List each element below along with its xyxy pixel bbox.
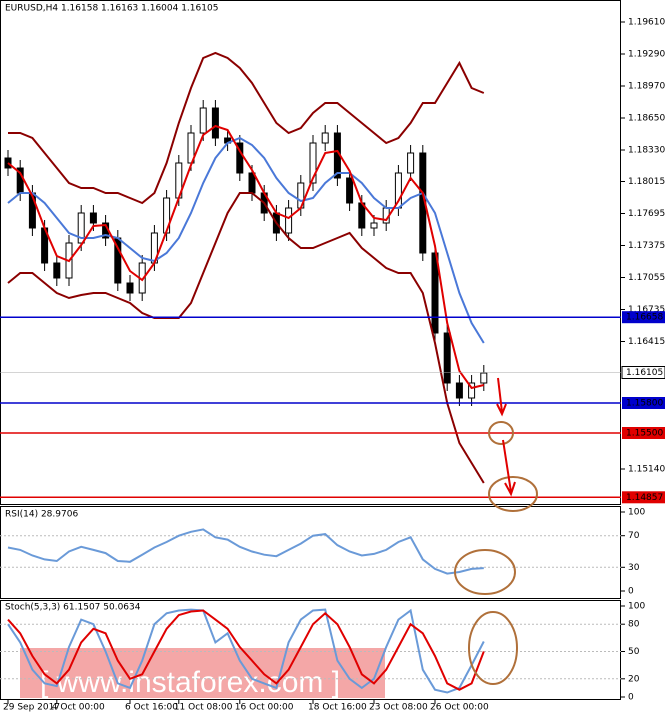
x-tick-label: 26 Oct 00:00 — [430, 703, 489, 713]
level-label-box — [622, 491, 665, 504]
panel-header: Stoch(5,3,3) 61.1507 50.0634 — [5, 603, 141, 613]
y-tick-label: 1.19290 — [628, 50, 665, 60]
level-label: 1.16658 — [626, 313, 663, 323]
y-tick-label: 1.18970 — [628, 82, 665, 92]
candle-body — [468, 382, 476, 399]
x-tick-label: 18 Oct 16:00 — [308, 703, 367, 713]
y-tick-label: 1.19610 — [628, 18, 665, 28]
x-tick-label: 16 Oct 00:00 — [235, 703, 294, 713]
candle-body — [211, 107, 219, 139]
annotations — [454, 377, 538, 685]
candle-body — [407, 152, 415, 174]
arrow — [502, 439, 516, 497]
level-label-box — [622, 397, 665, 409]
rsi-frame — [0, 506, 621, 599]
y-tick-label: 50 — [628, 647, 640, 657]
y-tick-label: 1.16735 — [628, 305, 665, 315]
x-tick-label: 6 Oct 16:00 — [125, 703, 178, 713]
stoch-frame — [0, 600, 621, 700]
candle-body — [89, 212, 97, 224]
indicator-line — [7, 192, 485, 484]
y-tick-label: 30 — [628, 563, 640, 573]
candle-body — [199, 107, 207, 134]
candle-body — [126, 282, 134, 294]
candle-body — [309, 142, 317, 184]
level-label: 1.15800 — [626, 399, 663, 409]
x-tick-label: 11 Oct 08:00 — [174, 703, 233, 713]
y-tick-label: 1.18330 — [628, 146, 665, 156]
y-tick-label: 1.17375 — [628, 241, 665, 251]
candle-body — [370, 222, 378, 229]
x-tick-label: 29 Sep 2017 — [3, 703, 60, 713]
arrow — [496, 377, 507, 417]
x-tick-label: 23 Oct 08:00 — [369, 703, 428, 713]
x-tick-label: 4 Oct 00:00 — [52, 703, 105, 713]
y-tick-label: 1.17055 — [628, 273, 665, 283]
main-frame — [0, 0, 621, 505]
candle-body — [53, 262, 61, 279]
y-tick-label: 0 — [628, 587, 634, 597]
indicator-line — [7, 136, 485, 344]
y-tick-label: 100 — [628, 602, 645, 612]
annotation-circle — [488, 476, 538, 512]
candle-body — [480, 372, 488, 384]
y-tick-label: 1.15140 — [628, 465, 665, 475]
current-price-box — [621, 366, 665, 379]
y-tick-label: 0 — [628, 693, 634, 703]
candle-body — [321, 132, 329, 144]
candle-body — [285, 207, 293, 234]
candle-body — [346, 177, 354, 204]
level-label: 1.15500 — [626, 429, 663, 439]
y-tick-label: 100 — [628, 508, 645, 518]
indicator-line — [7, 528, 484, 575]
level-label: 1.14857 — [626, 493, 663, 503]
candle-body — [431, 252, 439, 334]
annotation-circle — [488, 421, 514, 445]
panel-header: RSI(14) 28.9706 — [5, 510, 78, 520]
y-tick-label: 1.18650 — [628, 114, 665, 124]
indicator-line — [7, 609, 485, 691]
level-label-box — [622, 311, 665, 324]
level-label-box — [622, 427, 665, 439]
y-tick-label: 1.18015 — [628, 177, 665, 187]
watermark-band — [20, 648, 385, 698]
y-tick-label: 20 — [628, 674, 640, 684]
annotation-circle — [454, 549, 516, 595]
indicator-line — [7, 124, 485, 390]
candle-body — [455, 382, 463, 399]
y-tick-label: 1.16415 — [628, 337, 665, 347]
panel-header: EURUSD,H4 1.16158 1.16163 1.16004 1.1610… — [5, 4, 218, 14]
annotation-circle — [468, 611, 518, 685]
watermark: [ www.instaforex.com ] — [40, 666, 340, 699]
y-tick-label: 1.17695 — [628, 209, 665, 219]
current-price-label: 1.16105 — [626, 368, 663, 378]
candle-body — [236, 142, 244, 174]
indicator-line — [7, 608, 485, 694]
indicator-line — [8, 51, 485, 205]
plot: 1.19610 1.19290 1.18970 1.18650 1.18330 1.180… — [0, 4, 665, 713]
candle-body — [4, 157, 12, 169]
y-tick-label: 70 — [628, 531, 640, 541]
candle-body — [77, 212, 85, 244]
y-tick-label: 80 — [628, 620, 640, 630]
candle-body — [443, 332, 451, 384]
